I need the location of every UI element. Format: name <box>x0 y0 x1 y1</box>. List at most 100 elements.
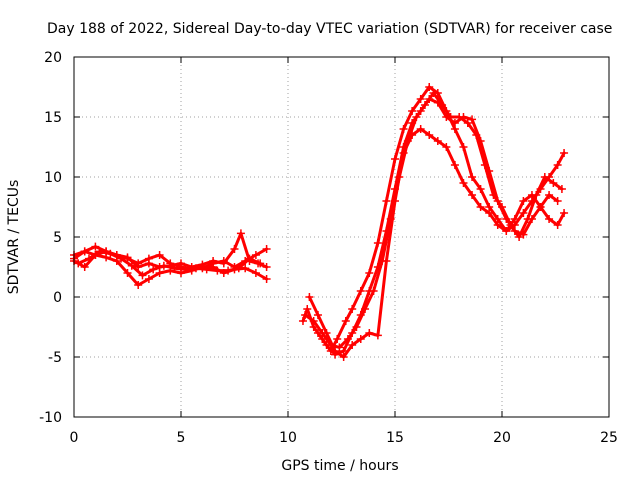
data-point <box>433 98 442 107</box>
data-point <box>170 264 179 273</box>
x-tick-label: 10 <box>279 430 297 446</box>
data-point <box>123 253 132 262</box>
data-point <box>399 143 408 151</box>
data-point <box>416 125 425 133</box>
data-point <box>532 191 541 199</box>
series-layer <box>70 83 569 361</box>
data-point <box>245 254 254 263</box>
data-point <box>262 275 271 283</box>
data-point <box>91 242 100 251</box>
x-tick-label: 15 <box>386 430 404 446</box>
data-point <box>348 329 357 337</box>
chart-title: Day 188 of 2022, Sidereal Day-to-day VTE… <box>47 21 612 37</box>
data-point <box>144 259 153 268</box>
y-tick-label: -5 <box>48 350 62 366</box>
data-point <box>123 269 132 277</box>
data-point <box>416 95 425 103</box>
x-axis-label: GPS time / hours <box>281 458 398 474</box>
data-point <box>202 265 211 274</box>
data-point <box>391 155 399 163</box>
data-point <box>433 137 442 145</box>
data-point <box>382 197 391 205</box>
data-point <box>219 259 228 268</box>
data-point <box>425 83 434 91</box>
data-point <box>356 335 365 343</box>
data-point <box>476 203 485 211</box>
data-point <box>493 221 502 229</box>
data-point <box>80 263 89 271</box>
data-point <box>408 107 417 115</box>
data-point <box>545 191 554 199</box>
series-line <box>307 127 566 359</box>
data-point <box>476 137 485 145</box>
data-point <box>95 247 104 256</box>
series-segment-2-d <box>313 95 562 359</box>
data-point <box>442 113 451 121</box>
y-tick-label: -10 <box>39 410 62 426</box>
series-segment-2-c <box>301 89 566 352</box>
data-point <box>74 259 83 268</box>
data-point <box>80 247 89 256</box>
data-point <box>519 197 528 205</box>
data-point <box>373 263 382 271</box>
data-point <box>298 317 307 325</box>
data-point <box>416 107 425 115</box>
data-point <box>519 209 528 217</box>
data-point <box>230 245 239 253</box>
data-point <box>545 215 554 223</box>
data-point <box>331 350 340 359</box>
series-segment-1-b <box>70 251 271 289</box>
data-point <box>322 341 331 349</box>
data-point <box>553 221 562 229</box>
data-point <box>356 311 365 319</box>
data-point <box>468 191 477 199</box>
data-point <box>373 331 382 340</box>
data-point <box>468 115 477 124</box>
data-point <box>191 264 200 273</box>
data-point <box>391 185 399 193</box>
data-point <box>560 149 569 157</box>
series-segment-1-d <box>74 247 265 280</box>
data-point <box>339 347 348 355</box>
data-point <box>557 185 566 193</box>
data-point <box>262 263 271 271</box>
data-point <box>159 261 168 270</box>
data-point <box>450 161 459 169</box>
data-point <box>442 143 451 151</box>
data-point <box>527 215 536 223</box>
data-point <box>262 245 271 253</box>
data-point <box>181 265 190 274</box>
data-point <box>468 173 477 181</box>
data-point <box>429 89 438 97</box>
data-point <box>198 260 207 269</box>
data-point <box>365 269 374 277</box>
data-point <box>459 179 468 187</box>
data-point <box>303 305 312 313</box>
data-point <box>134 281 143 289</box>
data-point <box>459 143 468 151</box>
data-point <box>348 305 357 313</box>
data-point <box>251 251 260 259</box>
data-point <box>553 161 562 169</box>
data-point <box>463 119 472 127</box>
data-point <box>84 254 93 263</box>
data-point <box>251 269 260 277</box>
data-point <box>256 259 265 268</box>
data-point <box>549 179 558 187</box>
data-point <box>335 343 344 352</box>
data-point <box>149 265 158 274</box>
data-point <box>425 131 434 139</box>
data-point <box>106 249 115 258</box>
plot-border <box>73 56 610 418</box>
data-point <box>365 287 374 295</box>
data-point <box>341 317 350 325</box>
data-point <box>309 317 318 325</box>
data-point <box>502 215 511 223</box>
grid-layer <box>74 57 609 417</box>
data-point <box>502 227 511 235</box>
y-tick-label: 0 <box>53 290 62 306</box>
data-point <box>382 227 391 235</box>
data-point <box>236 229 245 238</box>
data-point <box>138 271 147 280</box>
